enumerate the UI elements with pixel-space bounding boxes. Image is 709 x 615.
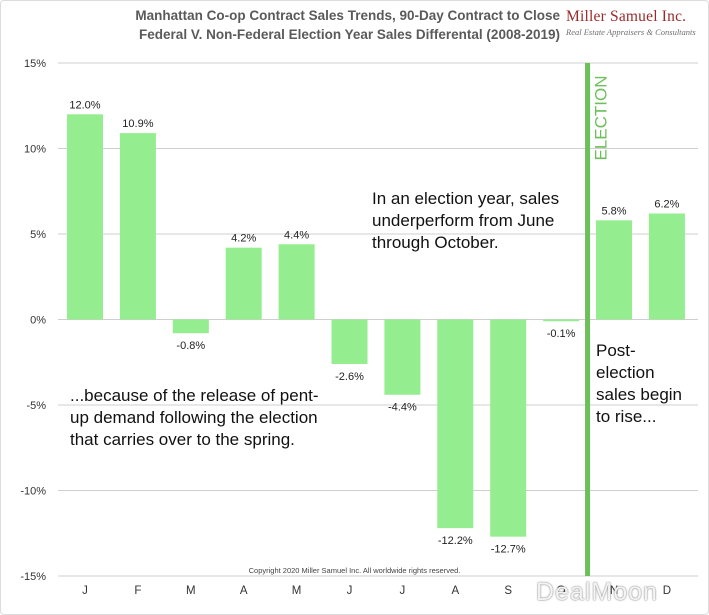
bar [437, 319, 474, 529]
bar [596, 220, 632, 320]
watermark: DealMoon [536, 578, 658, 606]
bar [225, 247, 262, 320]
annotation-post-election: Post-election sales begin to rise... [596, 341, 683, 426]
annotation-spring: ...because of the release of pent-up dem… [70, 386, 319, 449]
brand-logo: Miller Samuel Inc. Real Estate Appraiser… [566, 8, 706, 37]
chart-title-block: Manhattan Co-op Contract Sales Trends, 9… [40, 6, 560, 44]
data-label: -12.2% [438, 535, 473, 547]
y-tick-label: 15% [24, 58, 46, 70]
y-tick-label: -15% [20, 571, 46, 583]
x-tick-label: A [451, 585, 459, 597]
data-label: -4.4% [388, 402, 417, 414]
y-tick-label: -5% [26, 400, 46, 412]
y-tick-label: 10% [24, 144, 46, 156]
x-tick-label: O [557, 585, 566, 597]
bar [490, 319, 527, 537]
x-tick-label: M [292, 585, 302, 597]
bar [331, 319, 368, 364]
x-tick-label: J [347, 585, 353, 597]
copyright-notice: Copyright 2020 Miller Samuel Inc. All wo… [248, 566, 461, 575]
data-label: -2.6% [335, 371, 364, 383]
data-label: -0.1% [547, 328, 576, 340]
chart-title: Manhattan Co-op Contract Sales Trends, 9… [135, 8, 560, 23]
data-label: 6.2% [654, 198, 679, 210]
bar [172, 319, 209, 334]
y-tick-label: 0% [30, 315, 46, 327]
data-label: 10.9% [122, 118, 153, 130]
data-label: -12.7% [491, 544, 526, 556]
brand-name: Miller Samuel Inc. [566, 8, 687, 25]
y-tick-label: 5% [30, 229, 46, 241]
x-tick-label: M [186, 585, 196, 597]
bar [648, 213, 685, 320]
annotation-june-october: In an election year, sales underperform … [372, 189, 560, 252]
x-tick-label: N [610, 585, 618, 597]
data-label: 4.2% [231, 233, 256, 245]
chart-subtitle: Federal V. Non-Federal Election Year Sal… [139, 27, 560, 42]
data-label: -0.8% [176, 340, 205, 352]
y-tick-label: -10% [20, 486, 46, 498]
brand-tagline: Real Estate Appraisers & Consultants [566, 27, 696, 37]
data-label: 5.8% [601, 205, 626, 217]
x-tick-label: D [663, 585, 671, 597]
data-label: 4.4% [284, 229, 309, 241]
x-tick-label: J [400, 585, 406, 597]
bar [278, 244, 315, 320]
x-tick-label: S [504, 585, 512, 597]
election-line [585, 63, 591, 576]
bar [384, 319, 421, 395]
bar [543, 319, 580, 322]
x-tick-label: J [82, 585, 88, 597]
bar [67, 114, 103, 320]
bar [119, 133, 156, 320]
x-tick-label: A [240, 585, 248, 597]
x-tick-label: F [134, 585, 141, 597]
data-label: 12.0% [69, 99, 100, 111]
election-label: ELECTION [592, 75, 611, 160]
